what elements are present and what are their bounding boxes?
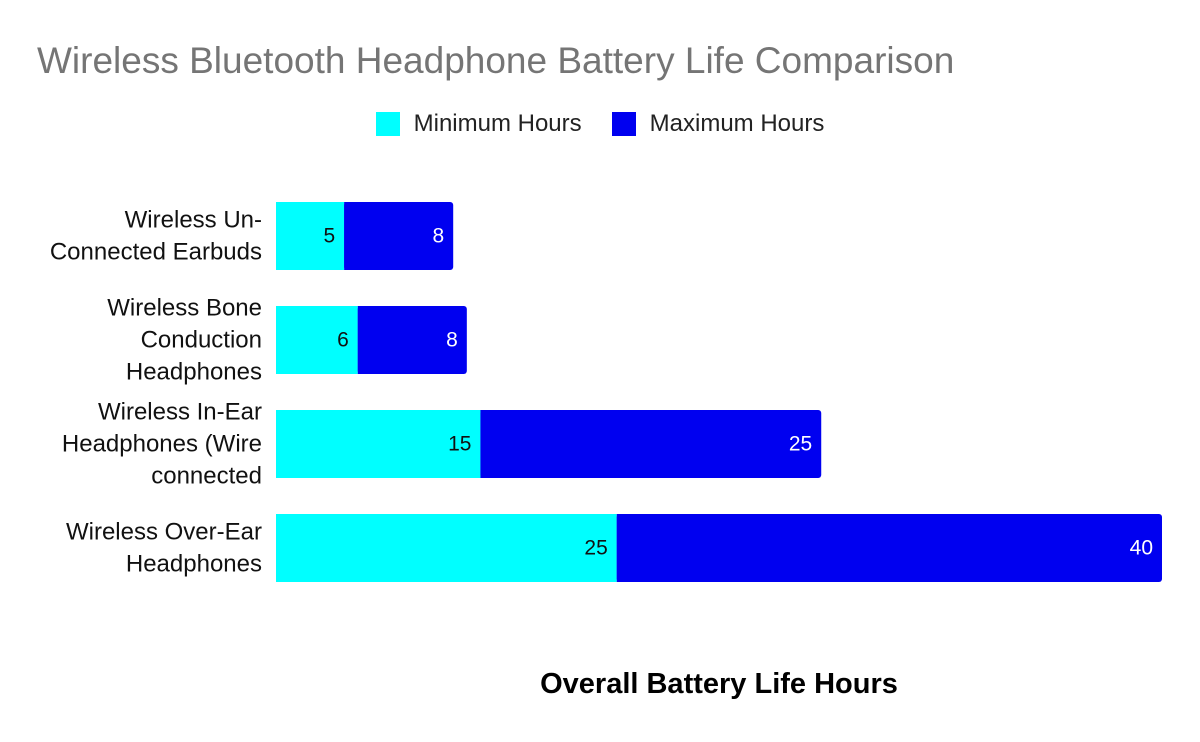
category-label-line: Wireless Un- — [125, 207, 262, 234]
data-label: 15 — [448, 433, 471, 456]
data-label: 25 — [789, 433, 812, 456]
data-label: 5 — [323, 225, 335, 248]
legend-label-minimum: Minimum Hours — [413, 110, 582, 137]
legend-label-maximum: Maximum Hours — [649, 110, 825, 137]
category-label-line: Connected Earbuds — [50, 239, 262, 266]
bar-segment-maximum — [344, 202, 454, 270]
bar-segment-maximum-edge — [616, 514, 623, 582]
data-label: 6 — [337, 329, 349, 352]
category-label-line: Headphones — [126, 359, 262, 386]
data-label: 8 — [433, 225, 445, 248]
category-label-line: Headphones (Wire — [62, 431, 262, 458]
category-label-line: Wireless In-Ear — [98, 399, 262, 426]
bar-segment-maximum — [616, 514, 1162, 582]
category-label-line: Wireless Over-Ear — [66, 519, 262, 546]
x-axis-title: Overall Battery Life Hours — [540, 668, 898, 700]
category-label-line: connected — [151, 463, 262, 490]
category-label: Wireless Over-Ear Headphones — [66, 519, 262, 578]
category-label: Wireless In-Ear Headphones (Wire connected — [62, 399, 262, 490]
bar-segment-maximum — [357, 306, 467, 374]
bar-segment-minimum — [276, 410, 481, 478]
category-label: Wireless Un- Connected Earbuds — [50, 207, 262, 266]
legend: Minimum Hours Maximum Hours — [0, 110, 1200, 138]
bar-segment-maximum-edge — [480, 410, 487, 478]
legend-item-maximum: Maximum Hours — [611, 110, 825, 138]
category-label-line: Conduction — [141, 327, 262, 354]
category-label: Wireless Bone Conduction Headphones — [107, 295, 262, 386]
bar-segment-minimum — [276, 514, 617, 582]
bar-segment-minimum — [276, 202, 345, 270]
legend-swatch-minimum — [375, 112, 400, 136]
legend-item-minimum: Minimum Hours — [375, 110, 582, 138]
chart-title: Wireless Bluetooth Headphone Battery Lif… — [37, 40, 955, 81]
bar-segment-minimum — [276, 306, 358, 374]
legend-swatch-maximum — [611, 112, 636, 136]
data-label: 8 — [446, 329, 458, 352]
bar-segment-maximum-edge — [357, 306, 364, 374]
category-label-line: Wireless Bone — [107, 295, 262, 322]
bar-segment-maximum-edge — [344, 202, 351, 270]
data-label: 40 — [1130, 537, 1153, 560]
category-label-line: Headphones — [126, 551, 262, 578]
data-label: 25 — [584, 537, 607, 560]
bar-segment-maximum — [480, 410, 822, 478]
